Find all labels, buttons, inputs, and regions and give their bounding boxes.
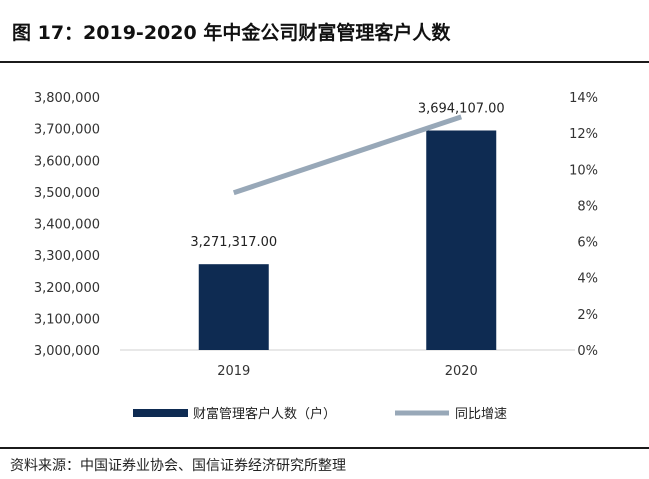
right-tick-label: 8% bbox=[577, 199, 598, 214]
growth-line bbox=[232, 114, 463, 196]
left-tick-label: 3,700,000 bbox=[34, 123, 100, 138]
left-axis-ticks: 3,000,000 3,100,000 3,200,000 3,300,000 3,40… bbox=[34, 91, 100, 359]
x-tick-label: 2019 bbox=[217, 364, 250, 379]
x-tick-label: 2020 bbox=[445, 364, 478, 379]
left-tick-label: 3,400,000 bbox=[34, 218, 100, 233]
right-tick-label: 0% bbox=[577, 344, 598, 359]
legend-bar-swatch bbox=[133, 409, 188, 417]
left-tick-label: 3,800,000 bbox=[34, 91, 100, 106]
right-tick-label: 6% bbox=[577, 236, 598, 251]
bar-value-label: 3,694,107.00 bbox=[418, 101, 505, 116]
left-tick-label: 3,300,000 bbox=[34, 249, 100, 264]
x-axis-ticks: 2019 2020 bbox=[217, 364, 478, 379]
legend-line-label: 同比增速 bbox=[455, 407, 507, 422]
bar bbox=[426, 130, 497, 350]
left-tick-label: 3,100,000 bbox=[34, 312, 100, 327]
source-note: 资料来源：中国证券业协会、国信证券经济研究所整理 bbox=[10, 458, 346, 474]
left-tick-label: 3,600,000 bbox=[34, 154, 100, 169]
bars-group bbox=[198, 130, 497, 350]
bar bbox=[198, 264, 269, 350]
left-tick-label: 3,200,000 bbox=[34, 281, 100, 296]
right-tick-label: 4% bbox=[577, 272, 598, 287]
source-divider bbox=[0, 447, 649, 449]
bar-value-label: 3,271,317.00 bbox=[190, 235, 277, 250]
title-divider bbox=[0, 61, 649, 63]
left-tick-label: 3,500,000 bbox=[34, 186, 100, 201]
right-tick-label: 12% bbox=[569, 127, 598, 142]
left-tick-label: 3,000,000 bbox=[34, 344, 100, 359]
legend: 财富管理客户人数（户） 同比增速 bbox=[133, 406, 507, 422]
right-tick-label: 10% bbox=[569, 163, 598, 178]
right-tick-label: 2% bbox=[577, 308, 598, 323]
bar-data-labels: 3,271,317.00 3,694,107.00 bbox=[190, 101, 504, 250]
figure-title: 图 17：2019-2020 年中金公司财富管理客户人数 bbox=[12, 22, 451, 44]
right-tick-label: 14% bbox=[569, 91, 598, 106]
legend-bar-label: 财富管理客户人数（户） bbox=[193, 406, 336, 422]
growth-line-group bbox=[232, 114, 463, 196]
right-axis-ticks: 0% 2% 4% 6% 8% 10% 12% 14% bbox=[569, 91, 598, 359]
